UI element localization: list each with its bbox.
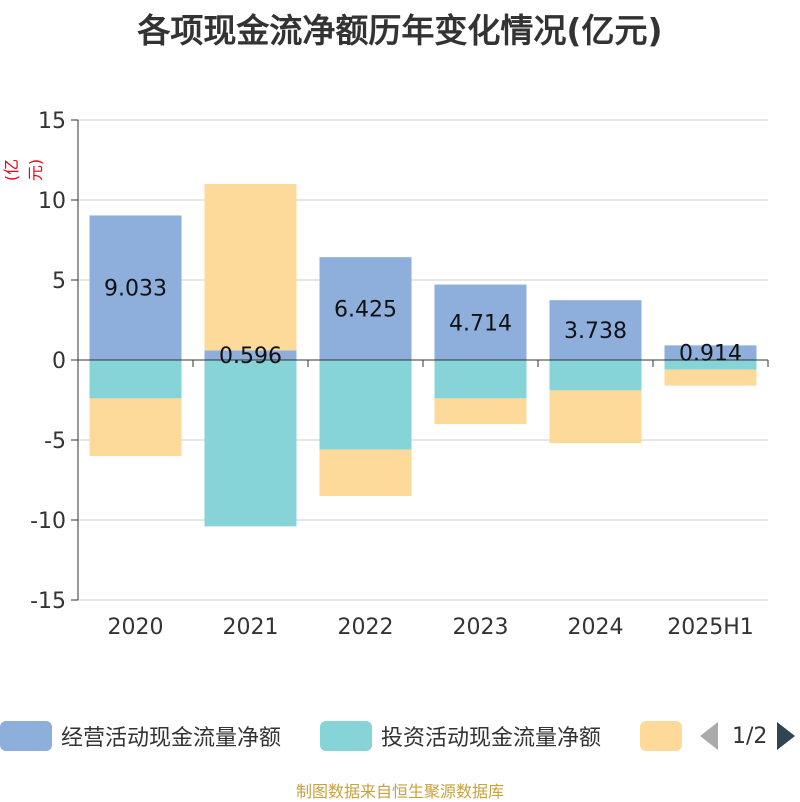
- data-label: 4.714: [449, 311, 512, 336]
- y-tick-label: 0: [52, 349, 66, 374]
- y-tick-label: -15: [30, 589, 66, 614]
- bar-series1-2023: [434, 360, 527, 399]
- legend-swatch-investing: [320, 721, 372, 751]
- bar-series2-2021: [204, 184, 297, 351]
- bar-series1-2022: [319, 360, 412, 450]
- legend-item-third[interactable]: [640, 716, 682, 756]
- x-tick-label: 2020: [108, 615, 164, 640]
- x-tick-label: 2023: [453, 615, 509, 640]
- legend-next-icon[interactable]: [777, 722, 796, 750]
- y-tick-label: -10: [30, 509, 66, 534]
- bar-series0-2024: [549, 300, 642, 360]
- legend-swatch-third: [640, 721, 682, 751]
- legend-swatch-operating: [0, 721, 52, 751]
- bar-series2-2024: [549, 390, 642, 444]
- bar-series0-2021: [204, 350, 297, 360]
- legend-pager: 1/2: [700, 716, 796, 756]
- bar-series1-2025H1: [664, 360, 757, 370]
- x-tick-label: 2022: [338, 615, 394, 640]
- data-label: 9.033: [104, 277, 167, 302]
- bar-series2-2023: [434, 398, 527, 424]
- legend-prev-icon[interactable]: [700, 722, 718, 750]
- data-label: 0.596: [219, 344, 282, 369]
- bar-series1-2021: [204, 360, 297, 527]
- bar-series2-2020: [89, 398, 182, 456]
- y-tick-label: 5: [52, 269, 66, 294]
- bar-series0-2020: [89, 215, 182, 360]
- data-label: 6.425: [334, 298, 397, 323]
- legend-item-operating[interactable]: 经营活动现金流量净额: [0, 716, 281, 756]
- y-tick-label: 15: [38, 109, 66, 134]
- source-note: 制图数据来自恒生聚源数据库: [295, 782, 504, 801]
- bar-series2-2025H1: [664, 369, 757, 386]
- legend-page-indicator: 1/2: [732, 723, 768, 749]
- bar-series0-2025H1: [664, 345, 757, 360]
- legend: 经营活动现金流量净额 投资活动现金流量净额 1/2: [0, 716, 800, 756]
- y-tick-label: -5: [44, 429, 66, 454]
- data-label: 3.738: [564, 319, 627, 344]
- x-tick-label: 2021: [223, 615, 279, 640]
- x-tick-label: 2025H1: [667, 615, 754, 640]
- chart-title: 各项现金流净额历年变化情况(亿元): [137, 11, 663, 50]
- x-tick-label: 2024: [568, 615, 624, 640]
- y-tick-label: 10: [38, 189, 66, 214]
- bar-series0-2023: [434, 284, 527, 360]
- bar-series2-2022: [319, 449, 412, 496]
- data-label: 0.914: [679, 342, 742, 367]
- bar-series1-2020: [89, 360, 182, 399]
- bar-series1-2024: [549, 360, 642, 391]
- bar-chart: 15 10 5 0 -5 -10 -15 9.033 0.596 6.425 4.714 3.738 0…: [30, 109, 769, 640]
- bar-series0-2022: [319, 257, 412, 360]
- legend-label-operating: 经营活动现金流量净额: [61, 726, 282, 751]
- legend-label-investing: 投资活动现金流量净额: [381, 726, 602, 751]
- legend-item-investing[interactable]: 投资活动现金流量净额: [320, 716, 601, 756]
